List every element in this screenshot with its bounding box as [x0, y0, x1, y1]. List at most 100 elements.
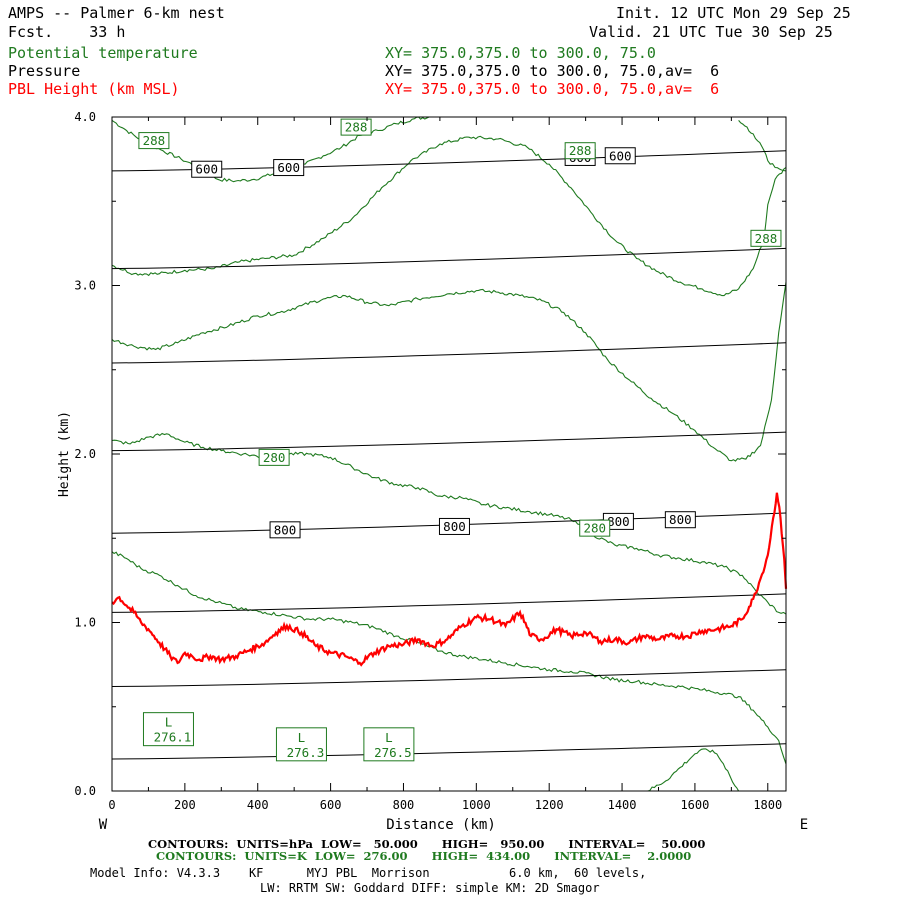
svg-text:288: 288 [143, 133, 166, 148]
x-tick-label: 200 [174, 798, 196, 812]
x-tick-label: 1200 [535, 798, 564, 812]
minimum-value: 276.3 [287, 745, 325, 760]
header-title: AMPS -- Palmer 6-km nest [8, 4, 225, 22]
x-tick-label: 1800 [753, 798, 782, 812]
y-axis-label: Height (km) [57, 411, 72, 497]
theta-label-0: 288 [138, 132, 170, 150]
theta-contour-1 [112, 135, 786, 297]
field-xy-theta: XY= 375.0,375.0 to 300.0, 75.0 [385, 44, 656, 62]
pbl-height-layer [111, 492, 788, 667]
theta-contour-3 [112, 432, 786, 615]
pressure-line-750 [111, 431, 787, 452]
footer-units: UNITS=hPa [236, 837, 313, 851]
pressure-label-0: 600 [191, 160, 223, 178]
x-tick-label: 800 [393, 798, 415, 812]
svg-text:600: 600 [609, 148, 632, 163]
footer-pressure-contours: CONTOURS: UNITS=hPa LOW= 50.000 HIGH= 95… [148, 838, 705, 850]
init-time: Init. 12 UTC Mon 29 Sep 25 [616, 4, 851, 22]
x-tick-label: 400 [247, 798, 269, 812]
forecast-label: Fcst. [8, 23, 54, 41]
svg-text:800: 800 [443, 519, 466, 534]
svg-text:288: 288 [345, 120, 368, 135]
pbl-height-line [111, 492, 788, 667]
svg-text:280: 280 [583, 521, 606, 536]
svg-text:800: 800 [607, 514, 630, 529]
svg-text:800: 800 [669, 512, 692, 527]
theta-contour-6 [738, 120, 786, 172]
x-axis-label: Distance (km) [386, 817, 496, 833]
y-tick-label: 0.0 [74, 784, 96, 798]
minimum-letter: L [298, 730, 306, 745]
east-label: E [800, 817, 808, 833]
forecast-hour: Fcst. 33 h [8, 23, 125, 41]
x-tick-label: 600 [320, 798, 342, 812]
theta-contour-2 [112, 282, 786, 462]
field-name-pbl: PBL Height (km MSL) [8, 80, 180, 98]
svg-text:288: 288 [755, 231, 778, 246]
svg-text:800: 800 [274, 522, 297, 537]
theta-contour-4 [112, 551, 786, 765]
y-tick-label: 3.0 [74, 279, 96, 293]
axes: 0 200 400 600 800 1000 1200 1400 1600 1800 0.0 1.0 2… [74, 110, 786, 812]
svg-text:600: 600 [277, 160, 300, 175]
theta-contour-0 [112, 117, 430, 183]
pressure-line-950 [111, 743, 787, 760]
footer-high: HIGH= 950.00 [441, 837, 545, 851]
x-tick-label: 0 [108, 798, 115, 812]
footer-interval: INTERVAL= 50.000 [568, 837, 706, 851]
svg-text:288: 288 [569, 143, 592, 158]
theta-contours [112, 117, 786, 791]
pressure-label-3: 600 [604, 147, 636, 165]
pressure-label-7: 800 [664, 511, 696, 529]
contour-labels: 6006006006008008008008002882882882882802… [138, 118, 782, 762]
west-label: W [99, 817, 108, 833]
theta-label-2: 288 [564, 142, 596, 160]
pressure-line-600 [111, 150, 787, 172]
pressure-line-650 [111, 247, 787, 270]
pressure-line-700 [111, 342, 787, 364]
footer-theta-contours: CONTOURS: UNITS=K LOW= 276.00 HIGH= 434.… [156, 850, 691, 862]
minimum-value: 276.5 [374, 745, 412, 760]
pressure-label-6: 800 [602, 512, 634, 530]
footer-high: HIGH= 434.00 [431, 849, 531, 863]
y-tick-label: 4.0 [74, 110, 96, 124]
pressure-line-850 [111, 593, 787, 613]
y-tick-label: 1.0 [74, 616, 96, 630]
forecast-value: 33 h [89, 23, 126, 41]
footer-interval: INTERVAL= 2.0000 [554, 849, 692, 863]
theta-label-1: 288 [340, 118, 372, 136]
theta-label-3: 288 [750, 229, 782, 247]
footer-contours-label: CONTOURS: [156, 849, 237, 863]
x-tick-label: 1400 [608, 798, 637, 812]
y-tick-label: 2.0 [74, 447, 96, 461]
theta-label-5: 280 [579, 519, 611, 537]
footer-contours-label: CONTOURS: [148, 837, 229, 851]
field-xy-pressure: XY= 375.0,375.0 to 300.0, 75.0,av= 6 [385, 62, 720, 80]
footer-low: LOW= 276.00 [314, 849, 408, 863]
pressure-label-5: 800 [438, 517, 470, 535]
field-xy-pbl: XY= 375.0,375.0 to 300.0, 75.0,av= 6 [385, 80, 720, 98]
footer-model-info: Model Info: V4.3.3 KF MYJ PBL Morrison 6… [90, 866, 647, 880]
minimum-value: 276.1 [154, 730, 192, 745]
footer-low: LOW= 50.000 [321, 837, 418, 851]
minimum-letter: L [385, 730, 393, 745]
pressure-contours [111, 150, 787, 760]
pressure-line-900 [111, 669, 787, 687]
footer-units: UNITS=K [244, 849, 307, 863]
pressure-label-4: 800 [269, 521, 301, 539]
pressure-label-1: 600 [273, 159, 305, 177]
minimum-letter: L [165, 715, 173, 730]
theta-label-4: 280 [258, 448, 290, 466]
theta-contour-5 [647, 748, 740, 791]
x-tick-label: 1000 [462, 798, 491, 812]
field-name-pressure: Pressure [8, 62, 81, 80]
plot-frame [111, 116, 787, 792]
field-name-theta: Potential temperature [8, 44, 198, 62]
svg-text:600: 600 [195, 162, 218, 177]
x-tick-label: 1600 [680, 798, 709, 812]
svg-text:280: 280 [263, 450, 286, 465]
